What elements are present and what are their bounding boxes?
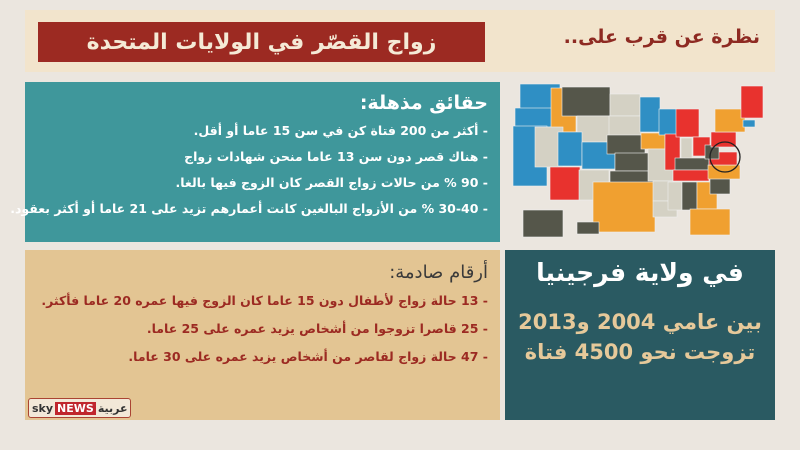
state-fl: [689, 208, 731, 236]
numbers-panel: أرقام صادمة: - 13 حالة زواج لأطفال دون 1…: [25, 250, 500, 420]
state-az: [549, 166, 581, 201]
state-mn: [639, 96, 661, 133]
logo-arabic: عربية: [97, 401, 128, 415]
facts-panel: حقائق مذهلة: - أكثر من 200 فتاة كن في سن…: [10, 82, 500, 242]
state-ak: [522, 209, 564, 238]
state-mi: [675, 108, 700, 138]
virginia-panel: في ولاية فرجينيا بين عامي 2004 و2013 تزو…: [505, 250, 775, 420]
number-item: - 47 حالة زواج لقاصر من أشخاص يزيد عمره …: [128, 349, 488, 364]
state-wi: [658, 108, 678, 136]
state-tn: [672, 169, 710, 182]
state-ma: [742, 119, 756, 128]
state-ny: [714, 108, 746, 133]
state-mt: [561, 86, 611, 117]
state-tx: [592, 181, 656, 233]
us-map: فرجينيا: [512, 83, 780, 238]
number-item: - 13 حالة زواج لأطفال دون 15 عاما كان ال…: [41, 293, 488, 308]
fact-item: - 30-40 % من الأزواج البالغين كانت أعمار…: [10, 201, 488, 216]
numbers-heading: أرقام صادمة:: [389, 262, 488, 283]
virginia-heading: في ولاية فرجينيا: [536, 258, 744, 287]
virginia-map-label: فرجينيا: [779, 149, 780, 167]
state-ia: [640, 132, 666, 150]
state-al: [681, 181, 698, 211]
logo-news: NEWS: [55, 401, 96, 415]
virginia-highlight-circle: [709, 141, 741, 173]
state-me: [740, 85, 764, 119]
fact-item: - 90 % من حالات زواج القصر كان الزوج فيه…: [175, 175, 488, 190]
state-ky: [674, 157, 710, 171]
page-title: زواج القصّر في الولايات المتحدة: [38, 22, 485, 62]
state-wy: [576, 115, 611, 143]
logo-sky: sky: [32, 401, 54, 415]
sky-news-arabia-logo: sky NEWS عربية: [28, 398, 132, 418]
virginia-line-2: تزوجت نحو 4500 فتاة: [524, 340, 756, 364]
state-ut: [557, 131, 583, 167]
facts-heading: حقائق مذهلة:: [359, 92, 488, 114]
state-ks: [614, 152, 651, 172]
virginia-line-1: بين عامي 2004 و2013: [518, 310, 762, 334]
state-hi: [576, 221, 600, 235]
state-sc: [709, 177, 731, 195]
fact-item: - هناك قصر دون سن 13 عاما منحن شهادات زو…: [184, 149, 488, 164]
fact-item: - أكثر من 200 فتاة كن في سن 15 عاما أو أ…: [193, 123, 488, 138]
state-ne: [606, 134, 646, 155]
state-pa: [710, 131, 737, 148]
state-nd: [609, 93, 641, 117]
number-item: - 25 قاصرا تزوجوا من أشخاص يزيد عمره على…: [146, 321, 488, 336]
state-sd: [608, 115, 643, 137]
subtitle: نظرة عن قرب على..: [563, 26, 760, 48]
state-ms: [667, 181, 683, 211]
